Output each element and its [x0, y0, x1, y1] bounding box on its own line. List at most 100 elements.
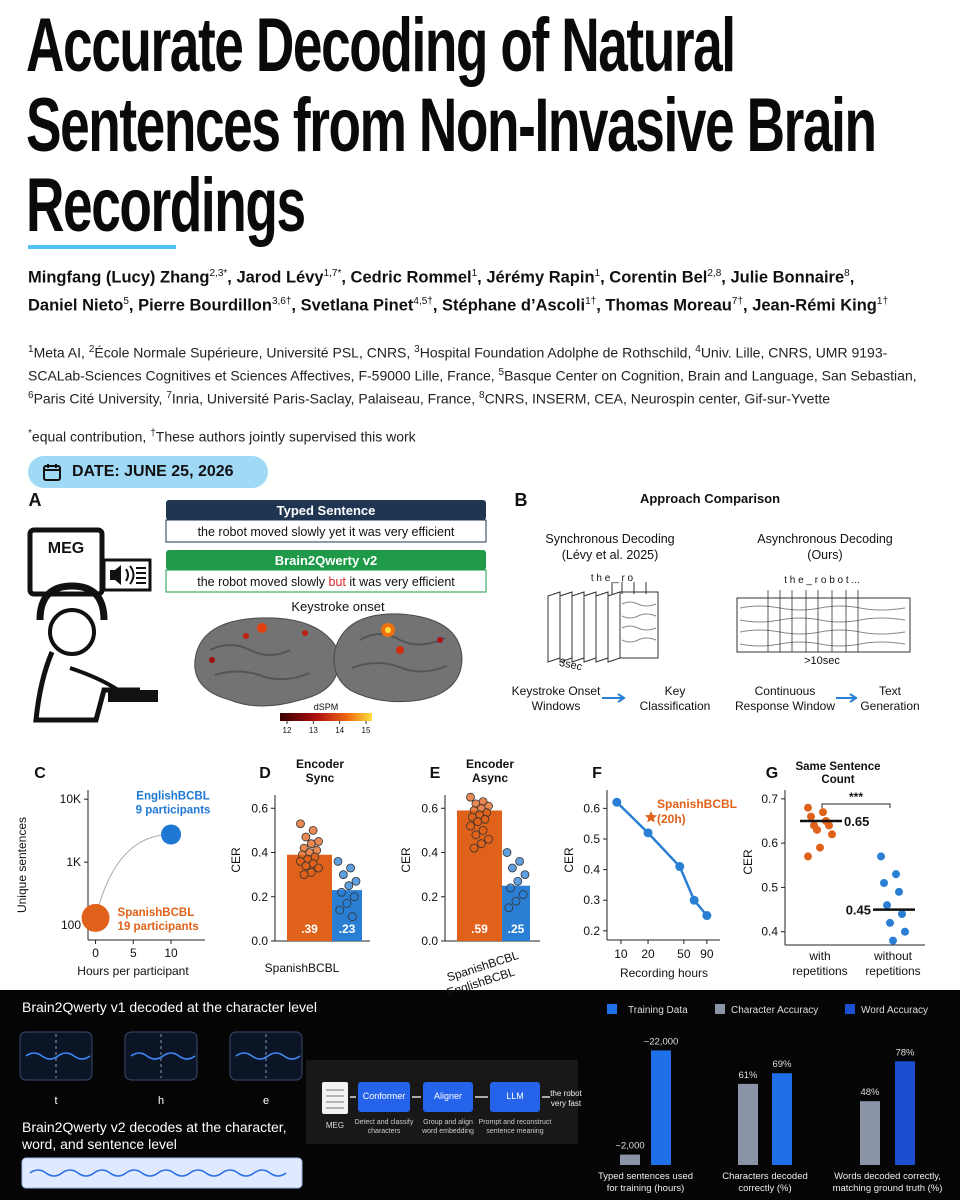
- bar-value-label: ~2,000: [615, 1141, 644, 1152]
- pipeline-output: very fast: [551, 1099, 582, 1108]
- author-separator: ,: [721, 268, 731, 287]
- annotation-star: [645, 811, 657, 823]
- author-separator: ,: [743, 296, 753, 314]
- annotation: (20h): [657, 812, 686, 826]
- brain-illustration: [194, 613, 463, 721]
- panel-title: Count: [821, 774, 854, 786]
- subject-point: [478, 825, 488, 835]
- authors: Mingfang (Lucy) Zhang2,3*, Jarod Lévy1,7…: [28, 262, 908, 317]
- subject-point: [804, 803, 812, 812]
- note-text: equal contribution,: [31, 428, 151, 445]
- flow-step: Continuous: [755, 684, 816, 698]
- result-caption: correctly (%): [738, 1183, 791, 1194]
- subject-point: [342, 898, 352, 908]
- y-tick-label: 0.5: [761, 880, 778, 894]
- author-affiliation-mark: 1: [594, 268, 601, 279]
- y-tick-label: 0.4: [583, 863, 600, 877]
- y-tick-label: 1K: [66, 855, 81, 869]
- author-affiliation-mark: 5: [123, 295, 129, 307]
- typed-body: [165, 519, 487, 543]
- pipeline-desc: Detect and classify: [355, 1119, 414, 1126]
- panel-label: G: [766, 765, 778, 782]
- significance-bracket: [821, 803, 891, 808]
- colorbar-label: dSPM: [314, 702, 339, 712]
- v2-heading: Brain2Qwerty v2 decodes at the character…: [22, 1119, 287, 1135]
- decoded-header-text: Brain2Qwerty v2: [275, 553, 378, 568]
- calendar-icon: [43, 464, 61, 481]
- pipeline-step: Aligner: [434, 1091, 462, 1101]
- author-separator: ,: [291, 296, 301, 314]
- subject-point: [877, 852, 885, 861]
- y-tick-label: 0.7: [761, 792, 778, 806]
- y-tick-label: 0.6: [583, 801, 600, 815]
- decoded-letter: h: [158, 1095, 164, 1107]
- affiliation-mark: 8: [479, 390, 485, 402]
- author-affiliation-mark: 1,7*: [323, 268, 342, 279]
- pipeline-output: the robot: [550, 1089, 582, 1098]
- annotation: SpanishBCBL: [657, 797, 737, 811]
- y-tick-label: 0.2: [421, 890, 438, 904]
- bar-value-label: .39: [301, 922, 318, 936]
- title-rule: [28, 245, 176, 249]
- method-title: Asynchronous Decoding: [757, 532, 893, 546]
- subject-point: [901, 927, 909, 936]
- note-mark: †: [150, 428, 156, 439]
- subject-point: [880, 879, 888, 887]
- decoded-body: [165, 569, 487, 593]
- subject-point: [816, 843, 824, 852]
- subject-point: [484, 834, 493, 844]
- result-bar: [860, 1101, 880, 1165]
- typed-header-text: Typed Sentence: [277, 503, 376, 518]
- result-bar: [895, 1061, 915, 1165]
- author-name: Pierre Bourdillon: [138, 296, 272, 314]
- author-affiliation-mark: 3,6†: [271, 295, 292, 307]
- panel-label: D: [259, 765, 271, 782]
- y-axis-label: CER: [562, 847, 576, 873]
- subject-point: [502, 848, 512, 857]
- bar-value-label: 48%: [860, 1087, 880, 1098]
- flow-step: Text: [879, 684, 902, 698]
- subject-point: [314, 863, 323, 873]
- author-affiliation-mark: 4,5†: [413, 295, 433, 307]
- decoded-part: it was very efficient: [346, 575, 455, 589]
- subject-point: [813, 825, 821, 834]
- dataset-name: SpanishBCBL: [118, 907, 195, 919]
- panel-label: C: [34, 765, 46, 782]
- subject-point: [889, 936, 897, 945]
- legend-swatch: [607, 1004, 617, 1014]
- bar-value-label: .59: [471, 922, 488, 936]
- author-name: Mingfang (Lucy) Zhang: [28, 268, 210, 287]
- subject-point: [337, 887, 347, 897]
- y-tick-label: 0.6: [251, 801, 268, 815]
- window-duration: 3sec: [558, 657, 584, 674]
- affiliation-text: Univ. Lille, CNRS, UMR 9193-SCALab-Scien…: [28, 344, 888, 384]
- x-category-label: with: [808, 949, 830, 963]
- subject-point: [301, 832, 311, 842]
- affiliation-mark: 6: [28, 390, 34, 402]
- result-bar: [651, 1050, 671, 1165]
- subject-point: [895, 887, 903, 896]
- method-subtitle: (Lévy et al. 2025): [562, 548, 659, 562]
- x-tick-label: 20: [641, 947, 655, 961]
- connector: [95, 833, 172, 919]
- date-text: DATE: JUNE 25, 2026: [72, 463, 234, 480]
- author-name: Cedric Rommel: [350, 268, 472, 287]
- affiliations: 1Meta AI, 2École Normale Supérieure, Uni…: [28, 340, 943, 409]
- x-tick-label: 5: [130, 946, 137, 960]
- subject-point: [804, 852, 812, 861]
- y-tick-label: 0.6: [421, 801, 438, 815]
- colorbar-tick-label: 14: [335, 726, 344, 735]
- y-axis-label: CER: [741, 849, 755, 875]
- subject-point: [349, 892, 359, 902]
- legend-label: Word Accuracy: [861, 1005, 928, 1016]
- v2-heading: word, and sentence level: [21, 1136, 177, 1152]
- panel-title: Encoder: [296, 757, 344, 771]
- affiliation-mark: 4: [695, 344, 701, 355]
- affiliation-mark: 3: [414, 344, 420, 355]
- dataset-point: [161, 824, 182, 845]
- y-tick-label: 0.0: [421, 934, 438, 948]
- subject-point: [351, 876, 361, 886]
- y-tick-label: 0.4: [421, 846, 438, 860]
- affiliation-mark: 7: [166, 390, 172, 402]
- pipeline-step: Conformer: [363, 1091, 406, 1101]
